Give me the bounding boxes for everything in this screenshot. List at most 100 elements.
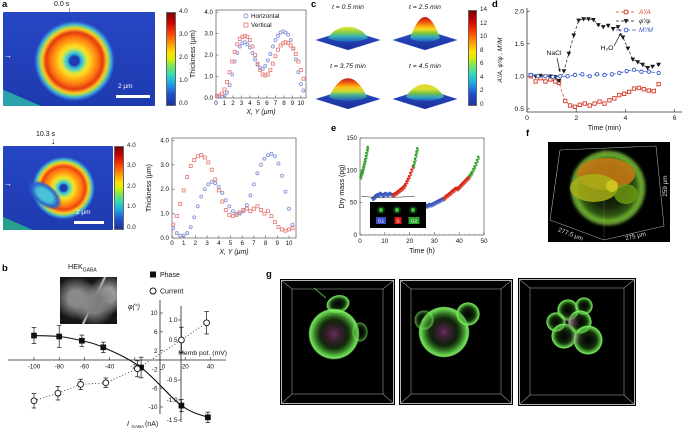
down-arrow-icon: ↓ bbox=[67, 5, 72, 15]
cell-opening bbox=[22, 174, 68, 216]
svg-text:0: 0 bbox=[170, 240, 174, 247]
svg-text:φ(°): φ(°) bbox=[128, 303, 140, 311]
svg-text:G1: G1 bbox=[378, 218, 385, 224]
svg-text:4: 4 bbox=[624, 115, 628, 122]
svg-text:-2: -2 bbox=[152, 367, 158, 374]
panel-f-label: f bbox=[526, 128, 530, 139]
svg-text:-6: -6 bbox=[152, 385, 158, 392]
svg-text:0: 0 bbox=[358, 238, 362, 245]
svg-text:-1.0: -1.0 bbox=[167, 397, 178, 404]
svg-text:-80: -80 bbox=[55, 364, 65, 371]
scalebar bbox=[116, 95, 150, 98]
scalebar bbox=[74, 221, 104, 224]
svg-text:(nA): (nA) bbox=[145, 421, 158, 428]
svg-text:7: 7 bbox=[274, 100, 278, 107]
surface-plots-timelapse: t = 0.5 min t = 2.5 min t = 3.75 min t = 4.… bbox=[315, 4, 458, 110]
svg-text:9: 9 bbox=[291, 100, 295, 107]
svg-text:1.0: 1.0 bbox=[160, 211, 169, 218]
svg-text:10: 10 bbox=[150, 310, 158, 317]
svg-text:2.0: 2.0 bbox=[204, 52, 213, 59]
svg-text:150: 150 bbox=[346, 135, 357, 142]
svg-text:50: 50 bbox=[480, 238, 488, 245]
svg-text:2: 2 bbox=[154, 348, 158, 355]
svg-text:-60: -60 bbox=[80, 364, 90, 371]
svg-text:275 μm: 275 μm bbox=[625, 231, 647, 243]
svg-text:M′/M: M′/M bbox=[639, 27, 653, 34]
svg-text:1.0: 1.0 bbox=[515, 73, 525, 80]
svg-text:0: 0 bbox=[525, 115, 529, 122]
neighbor-cell-fragment bbox=[3, 216, 33, 230]
svg-text:H₂O: H₂O bbox=[601, 45, 614, 52]
svg-text:4: 4 bbox=[217, 240, 221, 247]
svg-text:Vertical: Vertical bbox=[251, 22, 272, 29]
svg-text:0: 0 bbox=[162, 364, 166, 371]
svg-text:3: 3 bbox=[240, 100, 244, 107]
osmotic-response-chart: 0.5 1.0 1.5 2.0 0 2 4 6 Time (min) A′/A, φ′/φ , M… bbox=[497, 8, 682, 132]
panel-e-label: e bbox=[331, 123, 337, 134]
svg-text:1.0: 1.0 bbox=[169, 317, 178, 324]
svg-text:Thickness (μm): Thickness (μm) bbox=[190, 30, 197, 78]
svg-text:20: 20 bbox=[406, 238, 414, 245]
svg-text:2: 2 bbox=[194, 240, 198, 247]
svg-text:4: 4 bbox=[248, 100, 252, 107]
panel-d-label: d bbox=[492, 0, 498, 10]
svg-text:t = 0.5 min: t = 0.5 min bbox=[332, 4, 364, 11]
afm-image-0s bbox=[3, 12, 155, 106]
svg-text:6: 6 bbox=[265, 100, 269, 107]
svg-text:φ′/φ: φ′/φ bbox=[639, 18, 651, 25]
svg-text:A′/A, φ′/φ , M′/M: A′/A, φ′/φ , M′/M bbox=[497, 37, 504, 83]
thickness-profile-chart-10s: 0 1 2 3 4 5 6 7 8 9 10 0.0 1.0 2.0 3.0 4.0 X, Y (μm) Thic… bbox=[146, 137, 297, 256]
inset-label-main: HEK bbox=[68, 262, 83, 271]
feature-arrow-icon: → bbox=[4, 51, 12, 60]
svg-text:0.0: 0.0 bbox=[204, 95, 213, 102]
colorbar-ticks-surfaces: 14 12 10 8 6 4 2 0 bbox=[480, 6, 488, 108]
svg-text:40: 40 bbox=[456, 238, 464, 245]
scalebar-label: 2 μm bbox=[76, 209, 91, 216]
svg-text:20: 20 bbox=[182, 364, 190, 371]
svg-text:-40: -40 bbox=[105, 364, 115, 371]
svg-text:Current: Current bbox=[160, 289, 183, 296]
svg-text:0: 0 bbox=[353, 232, 357, 239]
svg-text:X, Y (μm): X, Y (μm) bbox=[245, 109, 275, 116]
frame1-time-label: 0.0 s bbox=[54, 1, 70, 8]
inset-cell-label: HEKGABA bbox=[68, 263, 97, 273]
svg-text:9: 9 bbox=[276, 240, 280, 247]
svg-text:t = 2.5 min: t = 2.5 min bbox=[409, 4, 441, 11]
svg-text:6: 6 bbox=[154, 329, 158, 336]
svg-text:1.0: 1.0 bbox=[204, 74, 213, 81]
svg-text:1: 1 bbox=[223, 100, 227, 107]
svg-text:10: 10 bbox=[381, 238, 389, 245]
svg-text:6: 6 bbox=[673, 115, 677, 122]
svg-text:100: 100 bbox=[346, 167, 357, 174]
svg-text:Time (h): Time (h) bbox=[409, 248, 435, 255]
svg-text:2: 2 bbox=[574, 115, 578, 122]
panel-b-label: b bbox=[2, 263, 8, 274]
svg-text:6: 6 bbox=[240, 240, 244, 247]
car-t-timelapse bbox=[280, 278, 636, 406]
frame2-time-label: 10.3 s bbox=[36, 131, 56, 138]
svg-text:A′/A: A′/A bbox=[638, 9, 651, 16]
svg-text:4.0: 4.0 bbox=[160, 137, 169, 144]
svg-text:Phase: Phase bbox=[160, 272, 180, 279]
svg-text:Dry mass (pg): Dry mass (pg) bbox=[339, 165, 346, 209]
panel-g-label: g bbox=[266, 269, 272, 280]
svg-text:-100: -100 bbox=[28, 364, 41, 371]
svg-text:0: 0 bbox=[214, 100, 218, 107]
svg-text:-10: -10 bbox=[148, 404, 158, 411]
svg-text:0.5: 0.5 bbox=[515, 106, 525, 113]
svg-text:Horizontal: Horizontal bbox=[251, 13, 279, 20]
phase-current-chart: 10 6 2 -2 -6 -10 1.0 0.5 -0.5 -1.0 -1.5 -100 -80 -60 -… bbox=[8, 271, 227, 429]
svg-text:1: 1 bbox=[182, 240, 186, 247]
svg-text:8: 8 bbox=[264, 240, 268, 247]
svg-text:Thickness (μm): Thickness (μm) bbox=[146, 164, 153, 212]
thickness-profile-chart-0s: 0 1 2 3 4 5 6 7 8 9 10 0.0 1.0 2.0 3.0 4.0 X, Y (μm) Thic… bbox=[190, 9, 307, 116]
svg-text:t = 3.75 min: t = 3.75 min bbox=[330, 63, 366, 70]
svg-text:S: S bbox=[396, 218, 399, 224]
svg-text:1.5: 1.5 bbox=[515, 41, 525, 48]
svg-text:GABA: GABA bbox=[132, 424, 145, 429]
svg-text:4.0: 4.0 bbox=[204, 9, 213, 16]
svg-text:3.0: 3.0 bbox=[204, 31, 213, 38]
svg-text:7: 7 bbox=[252, 240, 256, 247]
svg-text:3: 3 bbox=[205, 240, 209, 247]
colorbar-afm-2 bbox=[114, 146, 124, 230]
